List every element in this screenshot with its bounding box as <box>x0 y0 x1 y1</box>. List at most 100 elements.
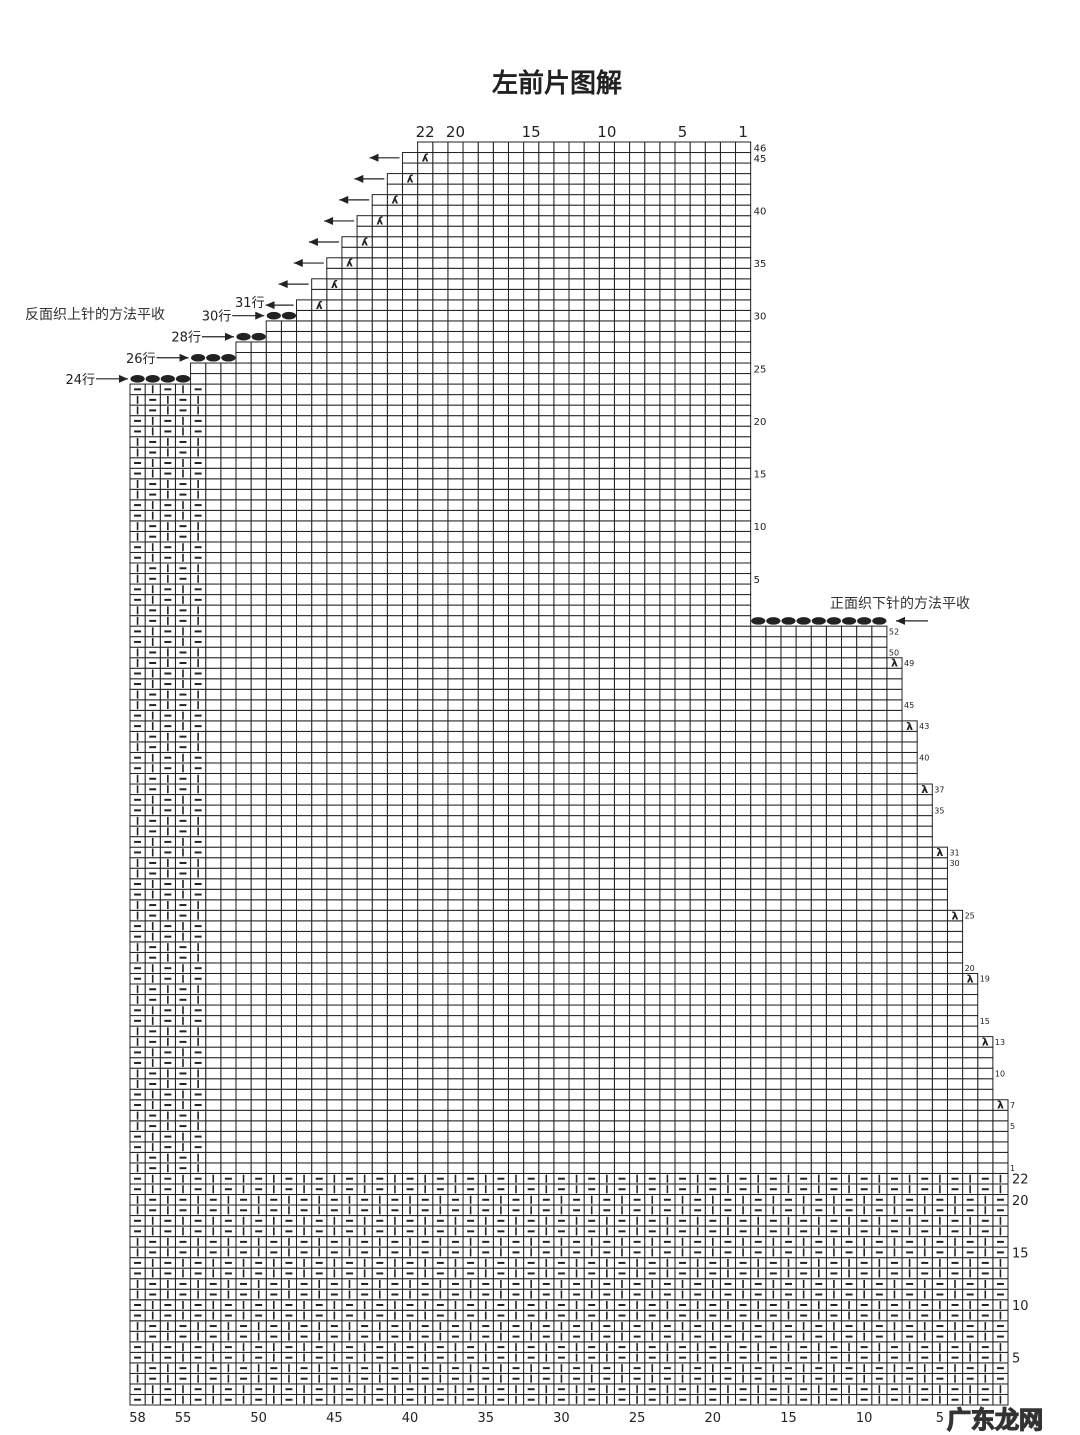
stitch-cell <box>901 962 918 974</box>
stitch-cell <box>311 1099 328 1111</box>
stitch-cell <box>386 1046 403 1059</box>
stitch-cell <box>371 678 388 690</box>
stitch-cell <box>765 699 782 711</box>
stitch-cell <box>568 425 585 438</box>
stitch-cell <box>992 1130 1009 1143</box>
stitch-cell <box>205 794 222 806</box>
stitch-cell <box>719 878 737 890</box>
stitch-cell <box>265 741 282 753</box>
stitch-cell <box>689 825 706 838</box>
stitch-cell <box>553 478 570 490</box>
stitch-cell <box>644 415 661 427</box>
stitch-cell <box>523 425 540 438</box>
stitch-cell <box>689 1130 706 1143</box>
stitch-cell <box>795 794 812 806</box>
stitch-cell <box>856 972 873 985</box>
stitch-cell <box>492 425 509 438</box>
stitch-cell <box>386 794 403 806</box>
stitch-cell <box>856 762 873 774</box>
stitch-cell <box>568 804 585 817</box>
stitch-cell <box>507 488 525 501</box>
stitch-cell <box>719 1141 737 1153</box>
stitch-cell <box>735 625 752 638</box>
stitch-cell <box>311 794 328 806</box>
stitch-cell <box>280 625 298 638</box>
stitch-cell <box>250 415 267 427</box>
stitch-cell <box>371 573 388 585</box>
stitch-cell <box>674 836 691 848</box>
stitch-cell <box>613 636 631 648</box>
stitch-cell <box>356 688 373 701</box>
stitch-cell <box>401 783 419 796</box>
stitch-cell <box>553 415 570 427</box>
stitch-cell <box>265 1141 282 1153</box>
stitch-cell <box>810 720 827 732</box>
stitch-cell <box>371 709 388 722</box>
stitch-cell <box>432 509 449 522</box>
stitch-cell <box>856 825 873 838</box>
stitch-cell <box>886 678 903 690</box>
stitch-cell <box>810 646 827 659</box>
stitch-cell <box>735 941 752 953</box>
stitch-cell <box>250 404 267 417</box>
stitch-cell <box>598 815 615 827</box>
stitch-cell <box>689 551 706 564</box>
stitch-cell <box>371 804 388 817</box>
stitch-cell <box>689 773 706 785</box>
stitch-cell <box>583 499 600 511</box>
stitch-cell <box>462 446 479 459</box>
stitch-cell <box>931 920 948 932</box>
stitch-cell <box>538 1088 555 1101</box>
stitch-cell <box>447 888 464 901</box>
stitch-cell <box>296 1162 313 1174</box>
stitch-cell <box>492 857 509 869</box>
stitch-cell <box>674 762 691 774</box>
stitch-cell <box>492 825 509 838</box>
stitch-cell <box>598 751 615 764</box>
stitch-cell <box>523 678 540 690</box>
stitch-cell <box>583 1036 600 1048</box>
stitch-cell <box>492 594 509 606</box>
stitch-cell <box>538 1151 555 1164</box>
stitch-cell <box>750 836 767 848</box>
stitch-cell <box>311 730 328 743</box>
stitch-cell <box>523 604 540 617</box>
stitch-cell <box>417 446 434 459</box>
stitch-cell <box>401 541 419 553</box>
stitch-cell <box>205 857 222 869</box>
stitch-cell <box>386 730 403 743</box>
stitch-cell <box>704 467 721 480</box>
stitch-cell <box>840 720 858 732</box>
stitch-cell <box>417 583 434 596</box>
stitch-cell <box>386 425 403 438</box>
stitch-cell <box>689 899 706 911</box>
stitch-cell <box>659 1099 676 1111</box>
stitch-cell <box>810 678 827 690</box>
stitch-cell <box>326 983 343 996</box>
stitch-cell <box>462 1151 479 1164</box>
stitch-cell <box>477 751 494 764</box>
stitch-cell <box>644 1004 661 1017</box>
stitch-cell <box>810 888 827 901</box>
stitch-cell <box>341 730 358 743</box>
stitch-cell <box>719 446 737 459</box>
stitch-cell <box>598 983 615 996</box>
stitch-cell <box>765 762 782 774</box>
stitch-cell <box>447 1099 464 1111</box>
stitch-cell <box>250 1099 267 1111</box>
stitch-cell <box>871 804 888 817</box>
stitch-cell <box>477 415 494 427</box>
stitch-cell <box>401 699 419 711</box>
stitch-cell <box>659 762 676 774</box>
stitch-cell <box>704 436 721 448</box>
stitch-cell <box>235 657 252 669</box>
stitch-cell <box>735 604 752 617</box>
stitch-cell <box>659 562 676 575</box>
stitch-cell <box>447 751 464 764</box>
stitch-cell <box>462 499 479 511</box>
stitch-cell <box>417 920 434 932</box>
stitch-cell <box>220 1151 237 1164</box>
stitch-cell <box>644 741 661 753</box>
stitch-cell <box>825 1088 842 1101</box>
stitch-cell <box>477 488 494 501</box>
